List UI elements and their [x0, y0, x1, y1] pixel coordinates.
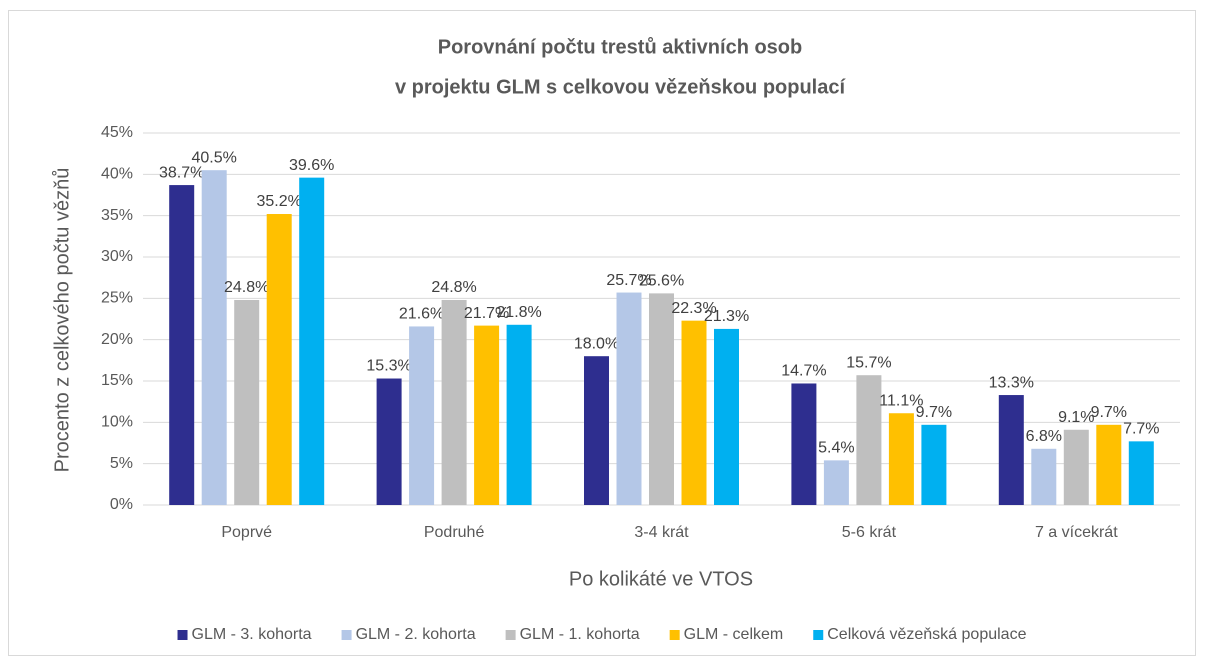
legend-label: GLM - 1. kohorta	[520, 626, 640, 643]
bar	[1096, 424, 1122, 505]
data-label: 22.3%	[671, 300, 716, 317]
x-tick-label: 5-6 krát	[842, 524, 897, 541]
bar	[299, 177, 325, 505]
bar	[616, 292, 642, 505]
legend-swatch	[669, 630, 680, 640]
data-label: 9.7%	[1091, 404, 1127, 421]
x-tick-label: 7 a vícekrát	[1035, 524, 1118, 541]
y-tick-label: 45%	[101, 124, 133, 141]
bar	[823, 460, 849, 505]
legend-swatch	[341, 630, 352, 640]
data-label: 13.3%	[989, 374, 1034, 391]
legend-swatch	[505, 630, 516, 640]
data-label: 7.7%	[1123, 421, 1159, 438]
y-tick-label: 0%	[110, 496, 133, 513]
data-label: 25.7%	[606, 272, 651, 289]
bar	[791, 383, 817, 505]
bar	[201, 170, 227, 505]
bar	[441, 299, 467, 505]
bar	[409, 326, 435, 505]
y-tick-label: 30%	[101, 248, 133, 265]
bar	[714, 328, 739, 505]
legend-label: GLM - 2. kohorta	[356, 626, 476, 643]
bar	[998, 395, 1024, 505]
data-label: 9.7%	[916, 404, 952, 421]
data-label: 5.4%	[818, 440, 854, 457]
x-axis-title: Po kolikáté ve VTOS	[569, 568, 753, 590]
bar	[856, 375, 882, 505]
data-label: 21.6%	[399, 306, 444, 323]
data-label: 25.6%	[639, 273, 684, 290]
data-label: 38.7%	[159, 164, 204, 181]
legend-label: GLM - celkem	[684, 626, 784, 643]
x-tick-label: Poprvé	[221, 524, 272, 541]
legend-label: GLM - 3. kohorta	[192, 626, 312, 643]
y-tick-label: 20%	[101, 331, 133, 348]
bar	[266, 214, 292, 505]
data-label: 21.7%	[464, 305, 509, 322]
data-label: 35.2%	[257, 193, 302, 210]
y-axis-title: Procento z celkového počtu vězňů	[51, 168, 73, 473]
bar	[234, 299, 260, 505]
chart-title: v projektu GLM s celkovou vězeňskou popu…	[395, 76, 847, 98]
bar	[169, 185, 195, 505]
chart-title: Porovnání počtu trestů aktivních osob	[438, 36, 803, 58]
bar	[474, 325, 500, 505]
bar	[1031, 448, 1057, 505]
bar	[888, 413, 914, 505]
y-tick-label: 25%	[101, 290, 133, 307]
legend-swatch	[813, 630, 824, 640]
y-tick-label: 15%	[101, 372, 133, 389]
bar	[1063, 429, 1089, 505]
data-label: 15.7%	[846, 354, 891, 371]
y-tick-label: 10%	[101, 414, 133, 431]
legend-label: Celková vězeňská populace	[827, 626, 1026, 643]
x-tick-label: Podruhé	[424, 524, 485, 541]
bar	[584, 356, 609, 505]
x-tick-label: 3-4 krát	[634, 524, 689, 541]
data-label: 21.8%	[496, 304, 541, 321]
data-label: 14.7%	[781, 363, 826, 380]
y-tick-label: 5%	[110, 455, 133, 472]
data-label: 39.6%	[289, 157, 334, 174]
data-label: 18.0%	[574, 335, 619, 352]
data-label: 9.1%	[1058, 409, 1094, 426]
bar	[376, 378, 402, 505]
y-tick-label: 35%	[101, 207, 133, 224]
data-label: 21.3%	[704, 308, 749, 325]
bar	[921, 424, 947, 505]
bar	[1128, 441, 1154, 505]
bar	[681, 320, 707, 505]
legend-swatch	[177, 630, 188, 640]
data-label: 24.8%	[431, 279, 476, 296]
y-tick-label: 40%	[101, 166, 133, 183]
data-label: 24.8%	[224, 279, 269, 296]
data-label: 6.8%	[1026, 428, 1062, 445]
bar	[506, 324, 532, 505]
data-label: 15.3%	[366, 358, 411, 375]
data-label: 40.5%	[192, 149, 237, 166]
data-label: 11.1%	[879, 392, 923, 409]
bar	[649, 293, 674, 505]
